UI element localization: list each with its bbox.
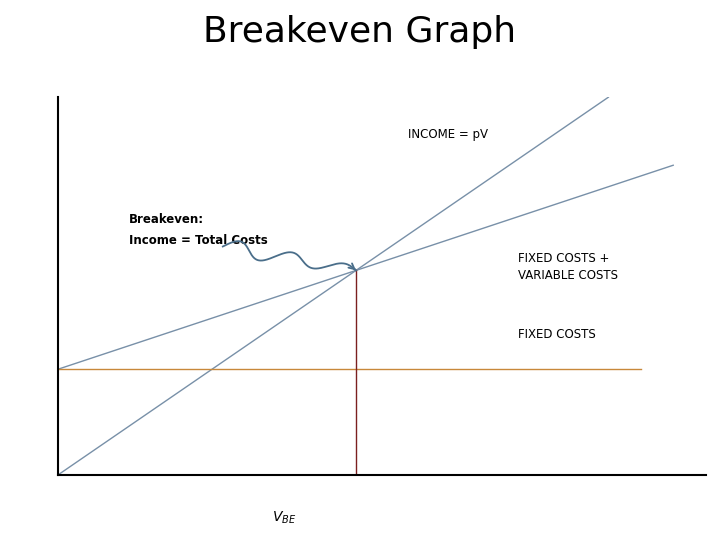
Text: FIXED COSTS +
VARIABLE COSTS: FIXED COSTS + VARIABLE COSTS xyxy=(518,252,618,282)
Text: Breakeven:: Breakeven: xyxy=(129,213,204,226)
Text: $V_{BE}$: $V_{BE}$ xyxy=(272,509,297,525)
Text: INCOME = pV: INCOME = pV xyxy=(408,127,487,140)
Text: FIXED COSTS: FIXED COSTS xyxy=(518,328,595,341)
Text: Income = Total Costs: Income = Total Costs xyxy=(129,233,268,246)
Text: Breakeven Graph: Breakeven Graph xyxy=(204,15,516,49)
